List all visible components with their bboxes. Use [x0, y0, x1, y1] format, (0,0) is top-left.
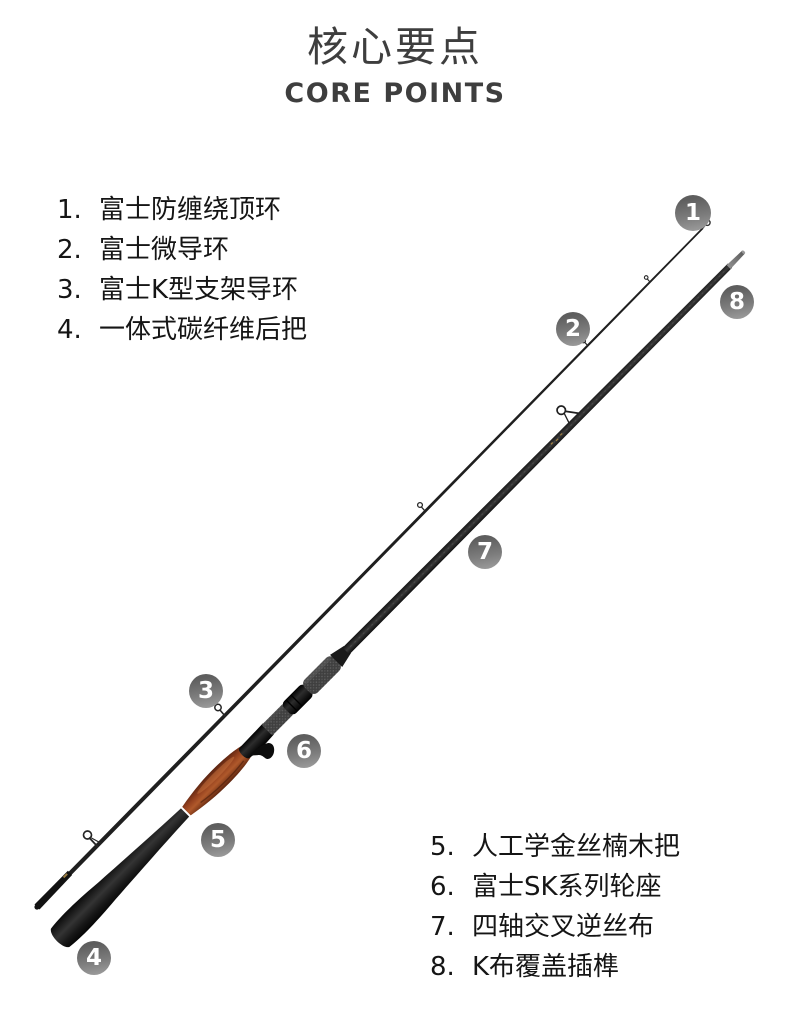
- legend-item: 4. 一体式碳纤维后把: [57, 310, 307, 350]
- legend-item: 7. 四轴交叉逆丝布: [430, 907, 680, 947]
- legend-item-number: 8.: [430, 952, 455, 982]
- legend-item-label: 四轴交叉逆丝布: [472, 912, 655, 942]
- legend-top: 1. 富士防缠绕顶环 2. 富士微导环 3. 富士K型支架导环 4. 一体式碳纤维后把: [57, 190, 307, 350]
- legend-item-label: 人工学金丝楠木把: [472, 832, 681, 862]
- legend-item-number: 5.: [430, 832, 455, 862]
- spigot: [726, 250, 745, 269]
- trigger-grip: [250, 743, 275, 759]
- callout-badge-1: 1: [675, 195, 711, 231]
- legend-item-number: 1.: [57, 195, 82, 225]
- callout-badge-8: 8: [720, 285, 754, 319]
- rod-guide: [82, 830, 102, 848]
- legend-item-label: 富士防缠绕顶环: [99, 195, 282, 225]
- legend-item-label: 富士K型支架导环: [99, 275, 299, 305]
- legend-item-label: 富士微导环: [99, 235, 230, 265]
- reel-seat: [238, 646, 351, 759]
- legend-item: 5. 人工学金丝楠木把: [430, 827, 680, 867]
- rod-butt-section: [50, 250, 746, 948]
- rod-guide: [416, 501, 426, 512]
- callout-badge-6: 6: [287, 734, 321, 768]
- callout-badge-2: 2: [556, 312, 590, 346]
- page-header: 核心要点 CORE POINTS: [0, 23, 790, 110]
- legend-item: 8. K布覆盖插榫: [430, 947, 680, 987]
- callout-badge-5: 5: [201, 823, 235, 857]
- callout-badge-7: 7: [468, 535, 502, 569]
- page-title-en: CORE POINTS: [284, 78, 506, 110]
- legend-item-label: 一体式碳纤维后把: [99, 315, 308, 345]
- legend-item: 3. 富士K型支架导环: [57, 270, 307, 310]
- legend-item-number: 4.: [57, 315, 82, 345]
- seat-hood: [303, 656, 341, 694]
- legend-item-number: 2.: [57, 235, 82, 265]
- legend-item: 6. 富士SK系列轮座: [430, 867, 680, 907]
- rod-guide: [214, 703, 227, 718]
- callout-badge-3: 3: [189, 674, 223, 708]
- rear-grip: [50, 808, 190, 948]
- rod-guide: [556, 405, 580, 424]
- page-title-zh: 核心要点: [307, 23, 483, 71]
- legend-item-label: 富士SK系列轮座: [472, 872, 662, 902]
- callout-badge-4: 4: [77, 941, 111, 975]
- legend-bottom: 5. 人工学金丝楠木把 6. 富士SK系列轮座 7. 四轴交叉逆丝布 8. K布覆盖插榫: [430, 827, 680, 987]
- legend-item: 2. 富士微导环: [57, 230, 307, 270]
- legend-item-number: 7.: [430, 912, 455, 942]
- legend-item: 1. 富士防缠绕顶环: [57, 190, 307, 230]
- legend-item-number: 6.: [430, 872, 455, 902]
- wood-handle: [182, 745, 252, 816]
- legend-item-number: 3.: [57, 275, 82, 305]
- legend-item-label: K布覆盖插榫: [472, 952, 620, 982]
- rod-guide: [643, 275, 651, 283]
